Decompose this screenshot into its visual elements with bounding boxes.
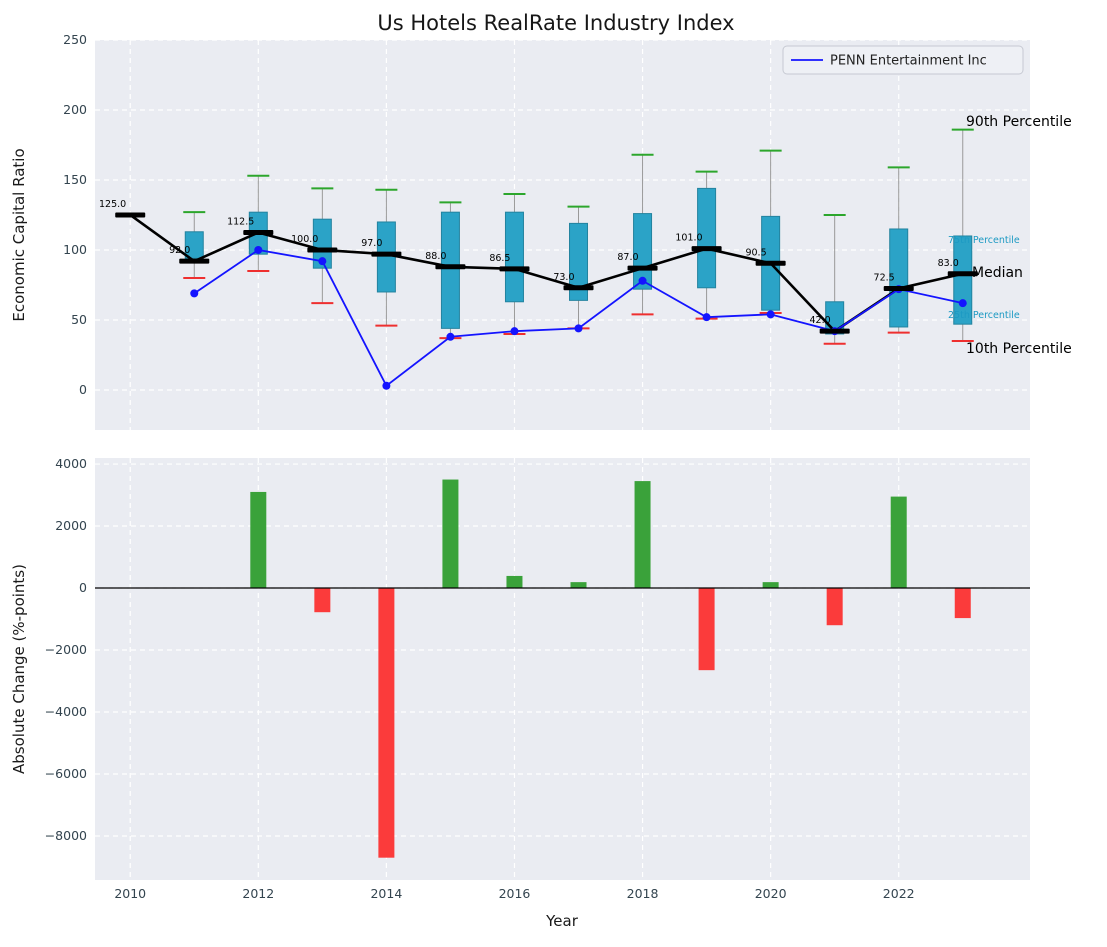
svg-text:2018: 2018	[627, 886, 659, 901]
annotation-90th-percentile: 90th Percentile	[966, 114, 1072, 130]
bottom-y-axis-label: Absolute Change (%-points)	[10, 564, 28, 774]
svg-text:200: 200	[63, 102, 87, 117]
svg-text:2022: 2022	[883, 886, 915, 901]
svg-text:86.5: 86.5	[489, 253, 510, 264]
svg-text:125.0: 125.0	[99, 199, 126, 210]
svg-text:50: 50	[71, 312, 87, 327]
svg-text:0: 0	[79, 580, 87, 595]
x-axis-label: Year	[545, 912, 579, 930]
svg-text:2012: 2012	[242, 886, 274, 901]
svg-text:2016: 2016	[499, 886, 531, 901]
svg-text:42.0: 42.0	[810, 315, 831, 326]
chart-title: Us Hotels RealRate Industry Index	[377, 11, 734, 35]
annotation-25th-percentile: 25th Percentile	[948, 310, 1020, 321]
svg-text:−4000: −4000	[45, 704, 87, 719]
absolute-change-bars	[95, 479, 1030, 858]
svg-text:0: 0	[79, 382, 87, 397]
svg-text:−8000: −8000	[45, 828, 87, 843]
top-y-axis-label: Economic Capital Ratio	[10, 148, 28, 321]
svg-text:2000: 2000	[55, 518, 87, 533]
legend: PENN Entertainment Inc	[782, 45, 1024, 75]
svg-text:2020: 2020	[755, 886, 787, 901]
annotation-10th-percentile: 10th Percentile	[966, 341, 1072, 357]
legend-box	[782, 45, 1024, 75]
svg-text:−6000: −6000	[45, 766, 87, 781]
svg-text:97.0: 97.0	[361, 238, 382, 249]
svg-text:2010: 2010	[114, 886, 146, 901]
svg-text:72.5: 72.5	[874, 272, 895, 283]
svg-text:2014: 2014	[370, 886, 402, 901]
axis-tick-labels: 0 50 100 150 200 250 −8000 −6000 −4000 −2000 0 2000…	[45, 32, 915, 901]
annotation-75th-percentile: 75th Percentile	[948, 235, 1020, 246]
svg-text:90.5: 90.5	[745, 247, 766, 258]
annotation-median: Median	[972, 265, 1023, 281]
svg-text:83.0: 83.0	[938, 258, 959, 269]
svg-text:88.0: 88.0	[425, 251, 446, 262]
svg-text:101.0: 101.0	[675, 233, 702, 244]
svg-text:100.0: 100.0	[291, 234, 318, 245]
boxplot-and-lines: 125.0 92.0 112.5 100.0 97.0 88.0 86.5 73.0 87.0 1…	[99, 128, 978, 390]
svg-text:4000: 4000	[55, 456, 87, 471]
svg-text:150: 150	[63, 172, 87, 187]
svg-text:100: 100	[63, 242, 87, 257]
svg-text:112.5: 112.5	[227, 216, 254, 227]
svg-text:92.0: 92.0	[169, 245, 190, 256]
svg-text:73.0: 73.0	[553, 272, 574, 283]
svg-text:−2000: −2000	[45, 642, 87, 657]
svg-text:87.0: 87.0	[617, 252, 638, 263]
bottom-axes-background	[95, 458, 1030, 880]
svg-text:250: 250	[63, 32, 87, 47]
legend-label: PENN Entertainment Inc	[830, 54, 987, 69]
